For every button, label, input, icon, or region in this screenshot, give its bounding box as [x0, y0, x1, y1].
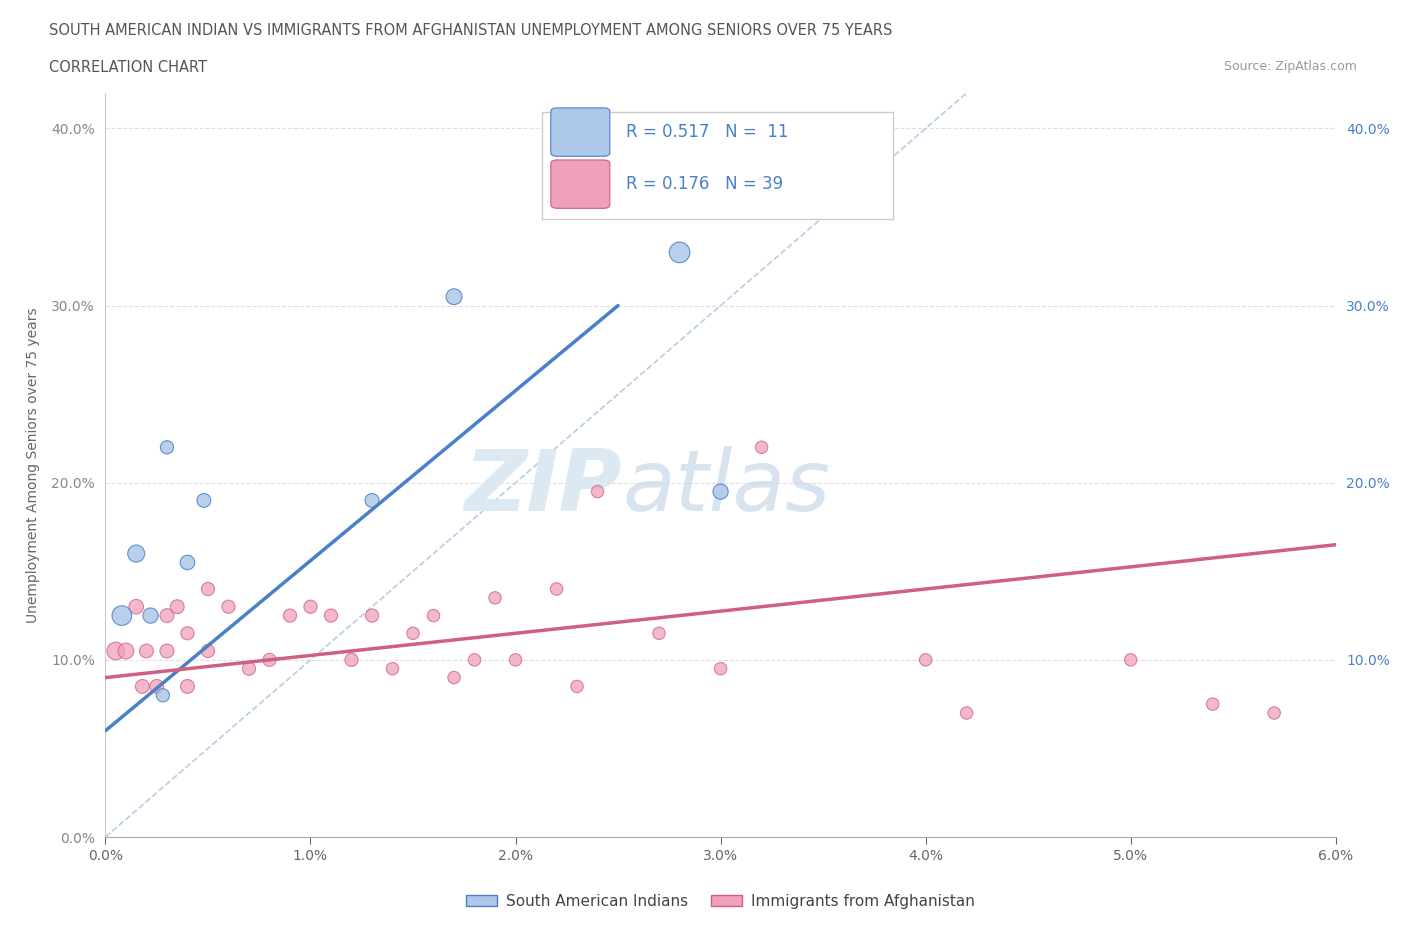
Point: [176, 679, 198, 694]
Point: [156, 644, 179, 658]
Point: [422, 608, 444, 623]
Legend: South American Indians, Immigrants from Afghanistan: South American Indians, Immigrants from …: [460, 888, 981, 915]
Point: [111, 608, 134, 623]
Point: [710, 485, 733, 499]
Point: [152, 688, 174, 703]
Point: [956, 706, 979, 721]
Point: [197, 581, 219, 596]
FancyBboxPatch shape: [551, 160, 610, 208]
Text: ZIP: ZIP: [464, 445, 621, 529]
Point: [751, 440, 773, 455]
Point: [125, 546, 148, 561]
Text: Source: ZipAtlas.com: Source: ZipAtlas.com: [1223, 60, 1357, 73]
Point: [484, 591, 506, 605]
Point: [710, 661, 733, 676]
FancyBboxPatch shape: [551, 108, 610, 156]
Point: [131, 679, 153, 694]
Point: [139, 608, 162, 623]
Point: [218, 599, 240, 614]
Point: [299, 599, 322, 614]
Point: [443, 289, 465, 304]
Point: [176, 626, 198, 641]
Point: [319, 608, 342, 623]
Point: [361, 493, 384, 508]
Point: [1263, 706, 1285, 721]
Y-axis label: Unemployment Among Seniors over 75 years: Unemployment Among Seniors over 75 years: [27, 307, 39, 623]
FancyBboxPatch shape: [543, 112, 893, 219]
Point: [259, 653, 281, 668]
Point: [381, 661, 404, 676]
Point: [402, 626, 425, 641]
Point: [340, 653, 363, 668]
Text: atlas: atlas: [621, 445, 830, 529]
Point: [104, 644, 127, 658]
Point: [125, 599, 148, 614]
Text: R = 0.517   N =  11: R = 0.517 N = 11: [626, 123, 789, 141]
Text: R = 0.176   N = 39: R = 0.176 N = 39: [626, 175, 783, 193]
Point: [278, 608, 301, 623]
Text: SOUTH AMERICAN INDIAN VS IMMIGRANTS FROM AFGHANISTAN UNEMPLOYMENT AMONG SENIORS : SOUTH AMERICAN INDIAN VS IMMIGRANTS FROM…: [49, 23, 893, 38]
Point: [586, 485, 609, 499]
Point: [176, 555, 198, 570]
Point: [546, 581, 568, 596]
Point: [565, 679, 588, 694]
Point: [197, 644, 219, 658]
Point: [361, 608, 384, 623]
Text: CORRELATION CHART: CORRELATION CHART: [49, 60, 207, 75]
Point: [648, 626, 671, 641]
Point: [238, 661, 260, 676]
Point: [443, 671, 465, 685]
Point: [135, 644, 157, 658]
Point: [668, 245, 690, 259]
Point: [166, 599, 188, 614]
Point: [115, 644, 138, 658]
Point: [1119, 653, 1142, 668]
Point: [914, 653, 936, 668]
Point: [193, 493, 215, 508]
Point: [505, 653, 527, 668]
Point: [1202, 697, 1225, 711]
Point: [156, 440, 179, 455]
Point: [464, 653, 486, 668]
Point: [145, 679, 167, 694]
Point: [156, 608, 179, 623]
